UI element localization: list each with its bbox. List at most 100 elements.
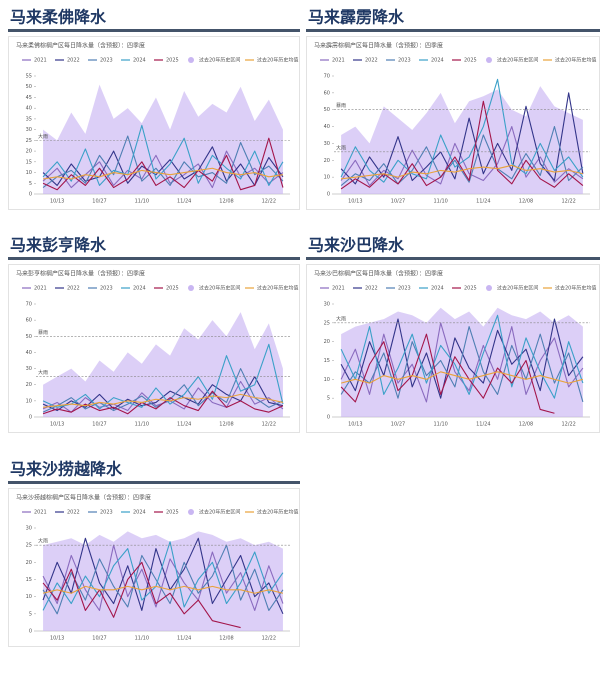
legend-swatch: [486, 285, 492, 291]
chart-subtitle: 马来彭亨棕榈产区每日降水量（含预报）：四季度: [16, 270, 145, 278]
y-tick-label: 10: [324, 377, 330, 383]
history-range-area: [43, 312, 283, 417]
legend-label: 过去20年历史区间: [497, 57, 538, 64]
y-tick-label: 10: [26, 170, 32, 176]
x-tick-label: 12/22: [262, 636, 276, 642]
section-heading: 马来柔佛降水: [10, 8, 107, 27]
chart: 马来沙巴棕榈产区每日降水量（含预报）：四季度 2021 2022 2023 2024 20…: [306, 264, 600, 433]
x-tick-label: 10/13: [348, 199, 362, 205]
series-line: [340, 371, 584, 384]
x-tick-label: 12/08: [219, 422, 233, 428]
y-tick-label: 5: [29, 181, 32, 187]
legend-swatch: [188, 285, 194, 291]
legend-label: 2022: [365, 58, 378, 64]
x-tick-label: 10/27: [391, 199, 405, 205]
legend-label: 2024: [133, 286, 146, 292]
y-tick-label: 15: [26, 159, 32, 165]
chart: 马来彭亨棕榈产区每日降水量（含预报）：四季度 2021 2022 2023 2024 20…: [8, 264, 300, 433]
x-tick-label: 11/10: [135, 199, 149, 205]
legend-label: 2024: [431, 58, 444, 64]
heading-rule: [306, 29, 600, 32]
legend-label: 2024: [133, 58, 146, 64]
y-tick-label: 0: [29, 192, 32, 198]
y-tick-label: 35: [26, 116, 32, 122]
legend-label: 2025: [166, 510, 179, 516]
legend-label: 过去20年历史均值: [257, 285, 298, 292]
y-tick-label: 0: [327, 415, 330, 421]
series-line: [42, 167, 284, 180]
series-line: [42, 137, 284, 191]
y-tick-label: 25: [324, 320, 330, 326]
legend-label: 过去20年历史均值: [257, 509, 298, 516]
y-tick-label: 40: [26, 350, 32, 356]
series-line: [42, 393, 284, 408]
y-tick-label: 20: [26, 560, 32, 566]
legend-label: 过去20年历史均值: [257, 57, 298, 64]
y-tick-label: 0: [29, 629, 32, 635]
y-tick-label: 50: [324, 107, 330, 113]
x-tick-label: 10/13: [50, 199, 64, 205]
reference-label: 大雨: [38, 538, 48, 545]
reference-label: 大雨: [336, 144, 346, 151]
x-tick-label: 11/10: [135, 636, 149, 642]
x-tick-label: 11/24: [177, 636, 191, 642]
x-tick-label: 11/24: [177, 422, 191, 428]
series-line: [341, 164, 584, 180]
y-tick-label: 70: [324, 74, 330, 80]
series-line: [42, 343, 284, 410]
y-tick-label: 15: [324, 358, 330, 364]
series-line: [42, 541, 284, 611]
series-line: [340, 78, 584, 183]
x-tick-label: 11/10: [433, 422, 447, 428]
legend-label: 2021: [332, 58, 345, 64]
x-tick-label: 10/27: [92, 636, 106, 642]
heading-rule: [8, 481, 300, 484]
series-line: [42, 146, 284, 186]
x-tick-label: 10/27: [391, 422, 405, 428]
reference-label: 大雨: [38, 369, 48, 376]
heading-rule: [8, 257, 300, 260]
y-tick-label: 50: [26, 334, 32, 340]
x-tick-label: 11/24: [476, 422, 490, 428]
y-tick-label: 0: [29, 415, 32, 421]
series-line: [340, 322, 584, 403]
legend-label: 2023: [398, 58, 411, 64]
series-line: [340, 333, 555, 414]
reference-label: 暴雨: [336, 102, 346, 109]
legend-label: 2025: [464, 58, 477, 64]
chart: 马来沙捞越棕榈产区每日降水量（含预报）：四季度 2021 2022 2023 2024 2…: [8, 488, 300, 647]
y-tick-label: 25: [26, 138, 32, 144]
legend-label: 2023: [100, 58, 113, 64]
legend-label: 2021: [34, 510, 47, 516]
series-line: [340, 126, 584, 186]
y-tick-label: 50: [26, 84, 32, 90]
y-tick-label: 0: [327, 192, 330, 198]
series-line: [42, 585, 284, 594]
y-tick-label: 10: [26, 594, 32, 600]
series-line: [42, 561, 241, 629]
x-tick-label: 12/08: [519, 422, 533, 428]
series-line: [340, 318, 584, 399]
legend-label: 2023: [100, 510, 113, 516]
x-tick-label: 12/22: [262, 199, 276, 205]
reference-label: 大雨: [38, 133, 48, 140]
x-tick-label: 12/22: [561, 199, 575, 205]
y-tick-label: 30: [26, 127, 32, 133]
heading-rule: [306, 257, 600, 260]
y-tick-label: 5: [327, 396, 330, 402]
chart: 马来柔佛棕榈产区每日降水量（含预报）：四季度 2021 2022 2023 2024 20…: [8, 36, 300, 210]
x-tick-label: 11/10: [433, 199, 447, 205]
y-tick-label: 30: [26, 366, 32, 372]
y-tick-label: 5: [29, 611, 32, 617]
series-line: [42, 537, 284, 615]
x-tick-label: 10/27: [92, 199, 106, 205]
legend-label: 过去20年历史均值: [555, 57, 596, 64]
legend-label: 2021: [332, 286, 345, 292]
chart: 马来霹雳棕榈产区每日降水量（含预报）：四季度 2021 2022 2023 2024 20…: [306, 36, 600, 210]
x-tick-label: 12/08: [219, 636, 233, 642]
